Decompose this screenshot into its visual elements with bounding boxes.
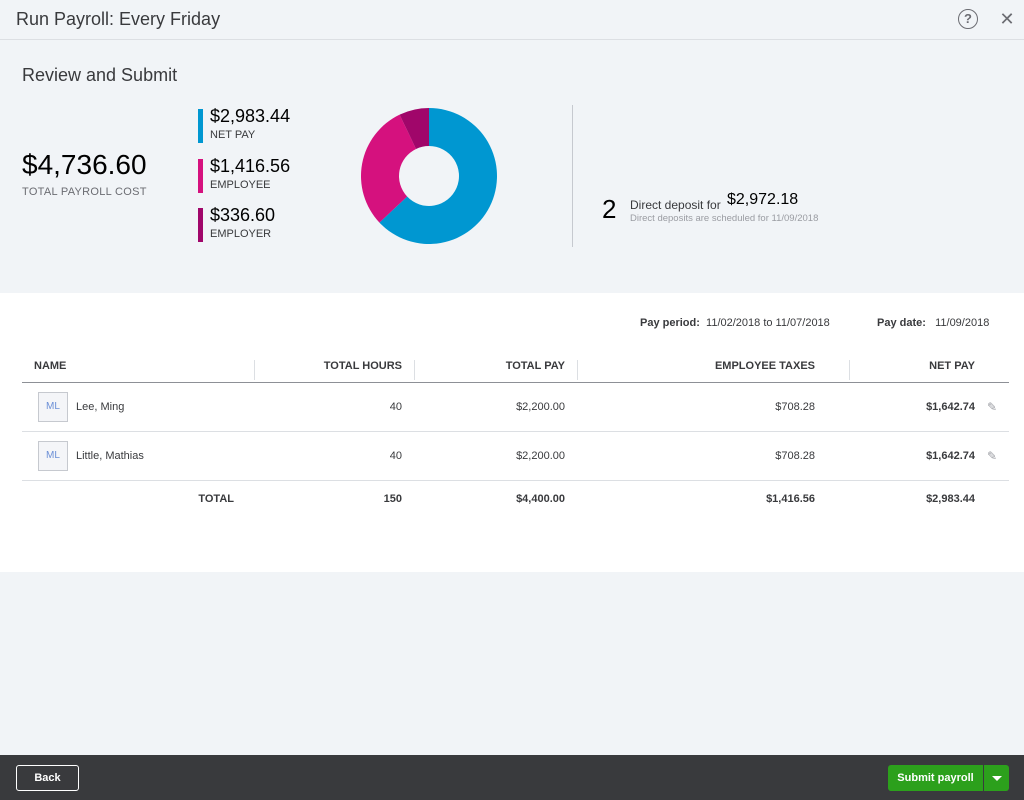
table-total-row: TOTAL 150 $4,400.00 $1,416.56 $2,983.44 [22, 480, 1009, 518]
total-payroll-label: TOTAL PAYROLL COST [22, 186, 147, 198]
back-button[interactable]: Back [16, 765, 79, 791]
legend-amount: $1,416.56 [210, 156, 291, 176]
net-pay-value: $1,642.74 [926, 400, 975, 413]
header-net-pay[interactable]: NET PAY [849, 356, 1009, 383]
footer-bar: Back Submit payroll [0, 755, 1024, 800]
legend-employee: $1,416.56 EMPLOYEE [198, 156, 338, 193]
payroll-donut-chart [361, 108, 497, 245]
legend-color-bar [198, 208, 203, 242]
total-taxes: $1,416.56 [766, 493, 815, 506]
total-pay-cell: $2,200.00 [414, 382, 577, 432]
pay-date-value: 11/09/2018 [935, 317, 990, 329]
hours-cell: 40 [254, 382, 414, 432]
header-employee-taxes[interactable]: EMPLOYEE TAXES [577, 356, 849, 383]
employee-name[interactable]: Little, Mathias [76, 449, 144, 462]
close-icon[interactable]: ✕ [999, 9, 1015, 29]
avatar: ML [38, 391, 68, 422]
employee-name[interactable]: Lee, Ming [76, 400, 125, 413]
window-title: Run Payroll: Every Friday [16, 9, 221, 29]
donut-slice-employee [361, 114, 417, 223]
total-net-pay: $2,983.44 [926, 493, 975, 506]
payroll-summary: Review and Submit $4,736.60 TOTAL PAYROL… [0, 41, 1024, 293]
table-row: ML Lee, Ming 40 $2,200.00 $708.28 $1,642.… [22, 382, 1009, 432]
pencil-icon[interactable]: ✎ [986, 399, 997, 414]
title-bar: Run Payroll: Every Friday ? ✕ [0, 0, 1024, 40]
net-pay-cell: $1,642.74 ✎ [849, 431, 1009, 481]
total-pay-sum: $4,400.00 [516, 493, 565, 506]
header-total-pay[interactable]: TOTAL PAY [414, 356, 577, 383]
direct-deposit-label: Direct deposit for [630, 198, 721, 212]
direct-deposit-note: Direct deposits are scheduled for 11/09/… [630, 213, 819, 224]
legend-employer: $336.60 EMPLOYER [198, 205, 338, 242]
submit-payroll-button[interactable]: Submit payroll [888, 765, 983, 791]
avatar: ML [38, 440, 68, 471]
legend-color-bar [198, 109, 203, 143]
legend-color-bar [198, 159, 203, 193]
employee-cell: ML Little, Mathias [22, 431, 254, 481]
direct-deposit-amount: $2,972.18 [727, 191, 799, 208]
help-icon[interactable]: ? [958, 9, 978, 29]
net-pay-value: $1,642.74 [926, 449, 975, 462]
legend-net-pay: $2,983.44 NET PAY [198, 106, 338, 143]
legend-amount: $2,983.44 [210, 106, 291, 126]
header-name[interactable]: NAME [22, 356, 254, 383]
pay-period: Pay period: 11/02/2018 to 11/07/2018 [640, 317, 830, 329]
pay-period-value: 11/02/2018 to 11/07/2018 [706, 317, 830, 329]
legend-amount: $336.60 [210, 205, 276, 225]
employee-cell: ML Lee, Ming [22, 382, 254, 432]
donut-slice-employer [399, 108, 429, 149]
payroll-table: NAME TOTAL HOURS TOTAL PAY EMPLOYEE TAXE… [22, 356, 1009, 518]
header-total-hours[interactable]: TOTAL HOURS [254, 356, 414, 383]
legend-label: NET PAY [210, 129, 256, 141]
legend-label: EMPLOYEE [210, 179, 271, 191]
table-header-row: NAME TOTAL HOURS TOTAL PAY EMPLOYEE TAXE… [22, 356, 1009, 383]
table-row: ML Little, Mathias 40 $2,200.00 $708.28 $… [22, 431, 1009, 481]
taxes-cell: $708.28 [577, 382, 849, 432]
total-pay-cell: $2,200.00 [414, 431, 577, 481]
total-hours: 150 [383, 493, 402, 506]
summary-divider [572, 105, 573, 247]
total-label: TOTAL [198, 493, 234, 506]
legend-label: EMPLOYER [210, 228, 272, 240]
section-title: Review and Submit [22, 65, 178, 85]
caret-down-icon [992, 776, 1002, 781]
pay-date-label: Pay date: [877, 317, 926, 329]
payroll-details: Pay period: 11/02/2018 to 11/07/2018 Pay… [0, 293, 1024, 572]
total-payroll-amount: $4,736.60 [22, 149, 147, 180]
pay-date: Pay date: 11/09/2018 [877, 317, 989, 329]
pencil-icon[interactable]: ✎ [986, 448, 997, 463]
pay-period-label: Pay period: [640, 317, 700, 329]
hours-cell: 40 [254, 431, 414, 481]
taxes-cell: $708.28 [577, 431, 849, 481]
submit-options-button[interactable] [984, 765, 1009, 791]
direct-deposit-count: 2 [602, 194, 617, 224]
net-pay-cell: $1,642.74 ✎ [849, 382, 1009, 432]
donut-slice-net-pay [379, 108, 497, 245]
